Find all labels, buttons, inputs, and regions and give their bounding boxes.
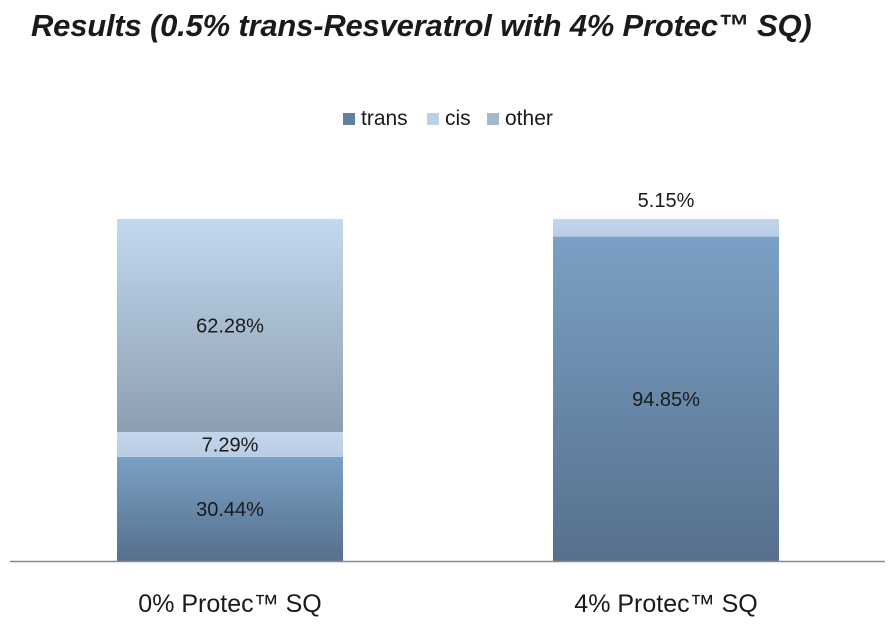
bar-segment-trans-0 — [117, 456, 343, 561]
x-tick-label-0: 0% Protec™ SQ — [138, 590, 321, 618]
chart-title: Results (0.5% trans-Resveratrol with 4% … — [31, 8, 812, 43]
legend-item-trans: trans — [343, 105, 408, 133]
legend-swatch-cis — [427, 113, 439, 125]
legend-item-cis: cis — [427, 105, 471, 133]
data-label-trans-0: 30.44% — [196, 499, 264, 521]
bar-segment-cis-0 — [117, 431, 343, 457]
x-tick-label-1: 4% Protec™ SQ — [574, 590, 757, 618]
legend-swatch-other — [487, 113, 499, 125]
data-label-trans-1: 94.85% — [632, 389, 700, 411]
legend-item-other: other — [487, 105, 553, 133]
data-label-cis-1: 5.15% — [638, 190, 695, 212]
bar-segment-trans-1 — [553, 236, 779, 561]
chart-legend: trans cis other — [0, 105, 895, 133]
bar-segment-other-0 — [117, 218, 343, 432]
bar-segment-cis-1 — [553, 219, 779, 237]
legend-label-cis: cis — [445, 107, 471, 130]
data-label-cis-0: 7.29% — [202, 434, 259, 456]
legend-label-other: other — [505, 107, 553, 130]
legend-label-trans: trans — [361, 107, 408, 130]
data-label-other-0: 62.28% — [196, 315, 264, 337]
legend-swatch-trans — [343, 113, 355, 125]
